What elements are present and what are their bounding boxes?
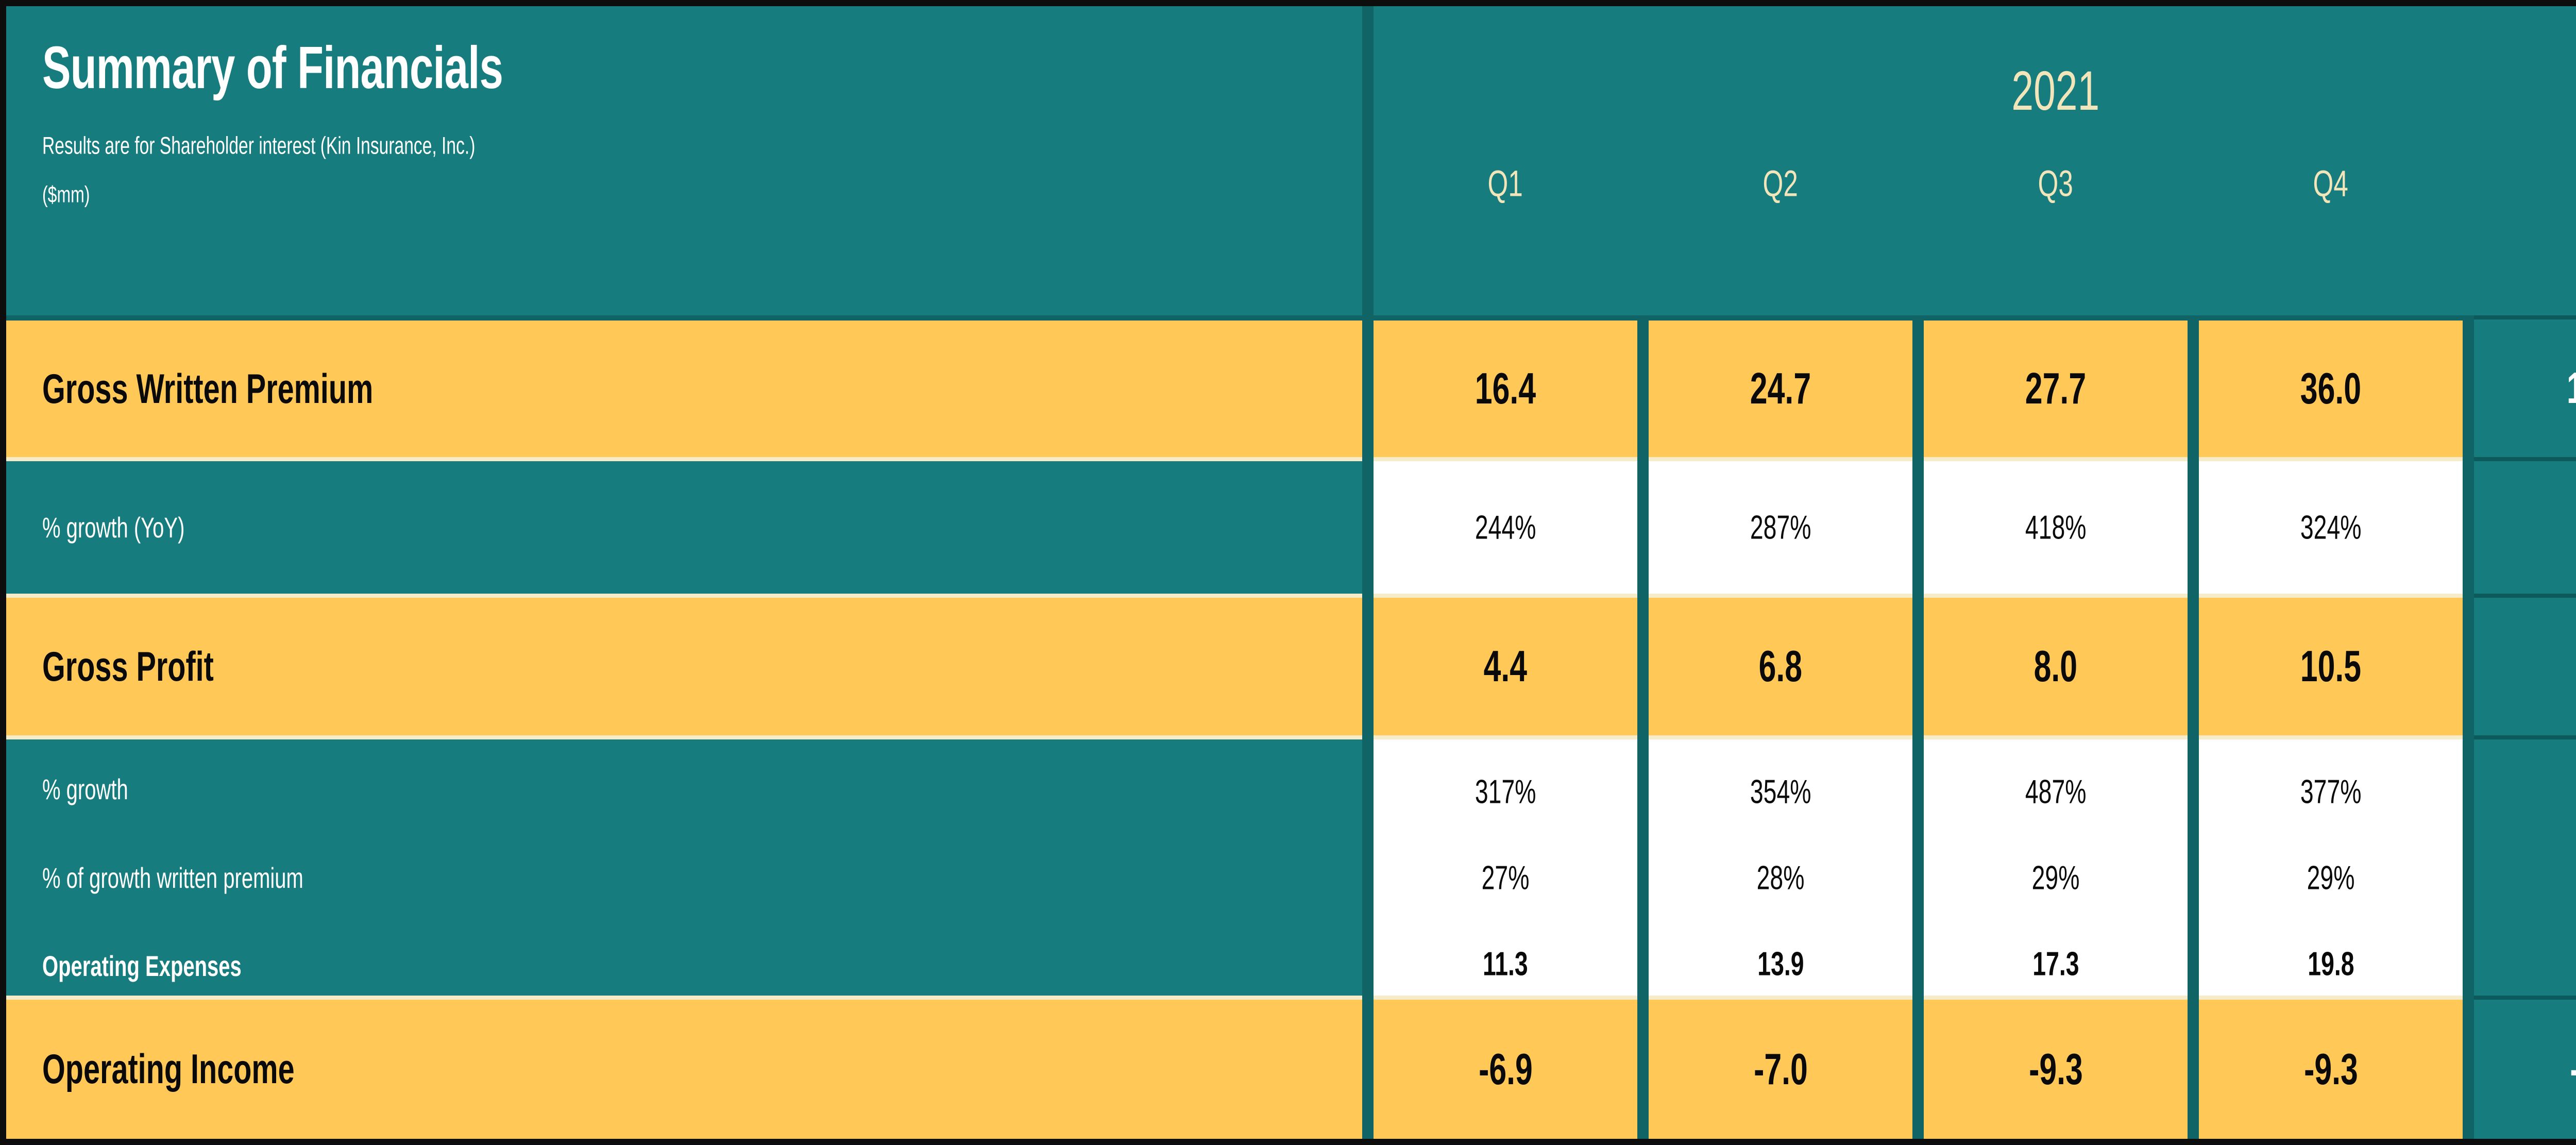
- row-label-percent-growth-yoy: % growth (YoY): [6, 457, 1362, 594]
- line-value: 28%: [1756, 859, 1805, 897]
- header-title-block: Summary of Financials Results are for Sh…: [6, 6, 1362, 315]
- financials-table: Summary of Financials Results are for Sh…: [6, 6, 2576, 1139]
- year-group-2021: 2021 Q1 Q2 Q3 Q4 FY: [1374, 6, 2576, 315]
- line-value: 11.3: [1483, 945, 1528, 983]
- operating-income-value-cell: -9.3: [2199, 996, 2463, 1139]
- line-value: 13.9: [1757, 945, 1804, 983]
- growth-yoy-value-cell: 287%: [1649, 457, 1912, 594]
- growth-block-value-cell: 354% 28% 13.9: [1649, 735, 1912, 996]
- line-value: 317%: [1475, 773, 1536, 811]
- gwp-value-cell: 27.7: [1924, 315, 2188, 457]
- row-label-gross-written-premium: Gross Written Premium: [6, 315, 1362, 457]
- year-header-2021: 2021: [2011, 60, 2100, 122]
- page-title: Summary of Financials: [42, 35, 503, 102]
- row-label-operating-income: Operating Income: [6, 996, 1362, 1139]
- gross-profit-value-cell: 10.5: [2199, 594, 2463, 735]
- line-label-percent-of-growth-written-premium: % of growth written premium: [42, 862, 303, 894]
- gross-profit-value-cell: 8.0: [1924, 594, 2188, 735]
- unit-note: ($mm): [42, 182, 90, 208]
- line-value: 29%: [2031, 859, 2080, 897]
- line-label-percent-growth: % growth: [42, 773, 128, 806]
- gwp-value-cell: 24.7: [1649, 315, 1912, 457]
- growth-yoy-value-cell: 244%: [1374, 457, 1637, 594]
- quarter-header-2021-q4: Q4: [2313, 162, 2349, 205]
- gross-profit-total-cell: 29.6: [2474, 594, 2576, 735]
- growth-yoy-value-cell: 418%: [1924, 457, 2188, 594]
- gross-profit-value-cell: 6.8: [1649, 594, 1912, 735]
- page-subtitle: Results are for Shareholder interest (Ki…: [42, 132, 476, 159]
- gwp-total-cell: 104.8: [2474, 315, 2576, 457]
- growth-yoy-total-cell: 320%: [2474, 457, 2576, 594]
- line-value: 17.3: [2032, 945, 2079, 983]
- quarter-header-row-2021: Q1 Q2 Q3 Q4 FY: [1374, 147, 2576, 220]
- line-value: 386%: [2575, 772, 2576, 811]
- row-label-growth-block: % growth % of growth written premium Ope…: [6, 735, 1362, 996]
- operating-income-total-cell: -32.5: [2474, 996, 2576, 1139]
- growth-block-value-cell: 377% 29% 19.8: [2199, 735, 2463, 996]
- operating-income-value-cell: -6.9: [1374, 996, 1637, 1139]
- row-label-gross-profit: Gross Profit: [6, 594, 1362, 735]
- quarter-header-2021-fy: FY: [2474, 147, 2576, 220]
- gwp-value-cell: 16.4: [1374, 315, 1637, 457]
- growth-block-value-cell: 317% 27% 11.3: [1374, 735, 1637, 996]
- line-value: 487%: [2025, 773, 2087, 811]
- operating-income-value-cell: -7.0: [1649, 996, 1912, 1139]
- line-value: 354%: [1750, 773, 1811, 811]
- line-value: 19.8: [2307, 945, 2354, 983]
- quarter-header-2021-q3: Q3: [2038, 162, 2074, 205]
- growth-block-total-cell: 386% 28% 62.2: [2474, 735, 2576, 996]
- line-label-operating-expenses: Operating Expenses: [42, 950, 242, 983]
- gross-profit-value-cell: 4.4: [1374, 594, 1637, 735]
- line-value: 29%: [2307, 859, 2355, 897]
- growth-yoy-value-cell: 324%: [2199, 457, 2463, 594]
- line-value: 377%: [2300, 773, 2362, 811]
- growth-block-value-cell: 487% 29% 17.3: [1924, 735, 2188, 996]
- gwp-value-cell: 36.0: [2199, 315, 2463, 457]
- quarter-header-2021-q1: Q1: [1487, 162, 1523, 205]
- quarter-header-2021-q2: Q2: [1762, 162, 1799, 205]
- line-value: 27%: [1481, 859, 1530, 897]
- operating-income-value-cell: -9.3: [1924, 996, 2188, 1139]
